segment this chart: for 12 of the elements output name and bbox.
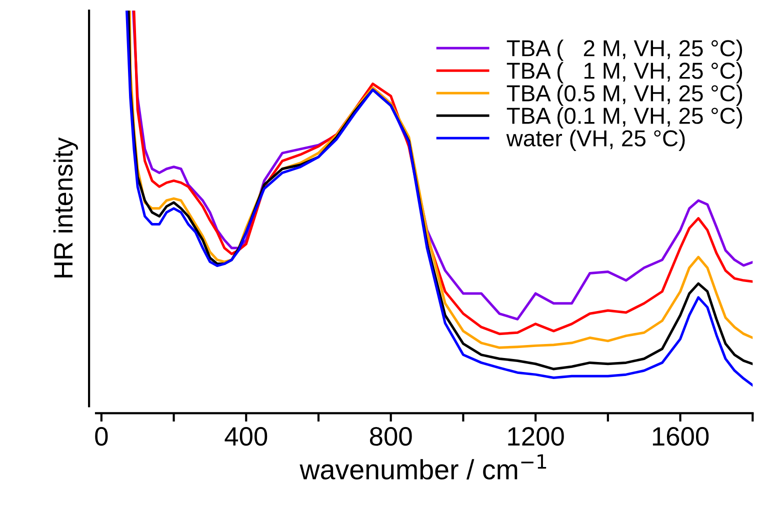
y-axis-title: HR intensity — [53, 137, 78, 278]
x-tick-label: 800 — [370, 427, 412, 446]
x-tick-label: 1600 — [652, 427, 709, 446]
x-tick-label: 400 — [224, 427, 268, 446]
legend-label: TBA ( 2 M, VH, 25 °C) — [506, 40, 742, 61]
legend-label: TBA (0.1 M, VH, 25 °C) — [506, 107, 742, 128]
legend-label: TBA ( 1 M, VH, 25 °C) — [506, 62, 742, 84]
x-axis-title: wavenumber / cm$^{−1}$ — [300, 454, 546, 480]
legend-label: water (VH, 25 °C) — [506, 130, 685, 151]
legend-label: TBA (0.5 M, VH, 25 °C) — [506, 84, 742, 106]
x-tick-label: 0 — [95, 427, 108, 446]
x-tick-label: 1200 — [508, 427, 564, 446]
